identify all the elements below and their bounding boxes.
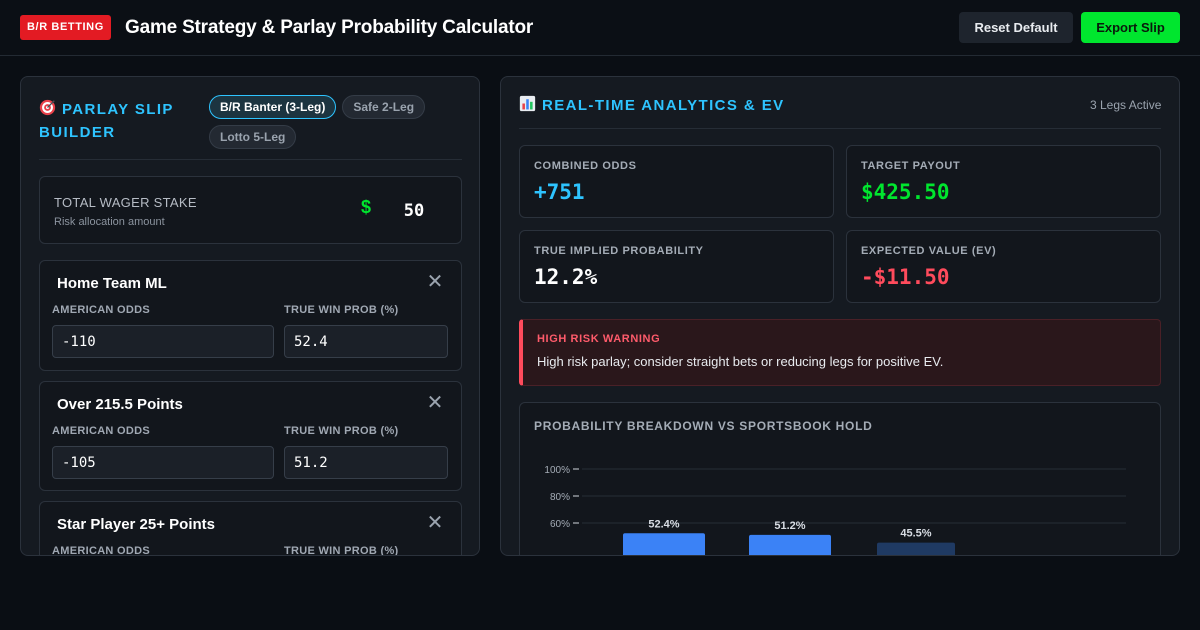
y-tick-label: 100% (544, 465, 570, 476)
chart-bar (623, 533, 705, 555)
expected-value-value: -$11.50 (861, 265, 950, 289)
bar-value-label: 52.4% (648, 518, 679, 530)
implied-probability-card: TRUE IMPLIED PROBABILITY 12.2% (519, 230, 834, 303)
builder-title: PARLAY SLIP BUILDER (39, 98, 199, 144)
leg-name: Home Team ML (57, 275, 167, 292)
stake-input[interactable] (384, 197, 444, 225)
brand-logo: B/R BETTING (20, 15, 111, 40)
target-payout-value: $425.50 (861, 180, 950, 204)
analytics-divider (519, 128, 1161, 129)
target-payout-card: TARGET PAYOUT $425.50 (846, 145, 1161, 218)
prob-label: TRUE WIN PROB (%) (284, 425, 399, 437)
currency-symbol: $ (361, 197, 372, 217)
bar-value-label: 45.5% (900, 528, 931, 540)
target-icon (39, 99, 56, 116)
odds-input[interactable] (52, 446, 274, 479)
probability-chart: 100% 80% 60% 52.4% 51.2% 45.5% (544, 465, 1126, 555)
expected-value-card: EXPECTED VALUE (EV) -$11.50 (846, 230, 1161, 303)
leg-name: Over 215.5 Points (57, 396, 183, 413)
preset-chips: B/R Banter (3-Leg) Safe 2-Leg Lotto 5-Le… (209, 95, 471, 149)
leg-card: Star Player 25+ Points ✕ AMERICAN ODDS T… (39, 501, 462, 556)
odds-input[interactable] (52, 325, 274, 358)
close-icon[interactable]: ✕ (426, 271, 444, 293)
prob-label: TRUE WIN PROB (%) (284, 304, 399, 316)
chart-bar (749, 534, 831, 555)
odds-label: AMERICAN ODDS (52, 545, 151, 556)
chart-bar (877, 542, 955, 555)
warning-text: High risk parlay; consider straight bets… (537, 354, 944, 369)
export-slip-button[interactable]: Export Slip (1081, 12, 1180, 43)
prob-label: TRUE WIN PROB (%) (284, 545, 399, 556)
prob-input[interactable] (284, 446, 448, 479)
preset-br-banter[interactable]: B/R Banter (3-Leg) (209, 95, 337, 119)
leg-card: Over 215.5 Points ✕ AMERICAN ODDS TRUE W… (39, 381, 462, 491)
close-icon[interactable]: ✕ (426, 512, 444, 534)
preset-lotto-5-leg[interactable]: Lotto 5-Leg (209, 125, 297, 149)
wager-stake-box: TOTAL WAGER STAKE Risk allocation amount… (39, 176, 462, 244)
odds-label: AMERICAN ODDS (52, 304, 151, 316)
combined-odds-card: COMBINED ODDS +751 (519, 145, 834, 218)
bar-chart-icon (519, 95, 536, 112)
stake-sublabel: Risk allocation amount (54, 216, 165, 228)
app-title: Game Strategy & Parlay Probability Calcu… (125, 17, 534, 38)
bar-value-label: 51.2% (774, 520, 805, 532)
stat-label: COMBINED ODDS (534, 160, 637, 172)
odds-label: AMERICAN ODDS (52, 425, 151, 437)
chart-title: PROBABILITY BREAKDOWN VS SPORTSBOOK HOLD (534, 419, 873, 433)
parlay-slip-builder-panel: PARLAY SLIP BUILDER B/R Banter (3-Leg) S… (20, 76, 480, 556)
prob-input[interactable] (284, 325, 448, 358)
analytics-panel: REAL-TIME ANALYTICS & EV 3 Legs Active C… (500, 76, 1180, 556)
builder-title-text: PARLAY SLIP BUILDER (39, 101, 174, 141)
stake-label: TOTAL WAGER STAKE (54, 195, 197, 210)
analytics-title: REAL-TIME ANALYTICS & EV (519, 94, 785, 117)
reset-default-button[interactable]: Reset Default (959, 12, 1073, 43)
builder-divider (39, 159, 462, 160)
y-tick-label: 60% (550, 519, 570, 530)
close-icon[interactable]: ✕ (426, 392, 444, 414)
warning-title: HIGH RISK WARNING (537, 333, 661, 345)
stat-label: TARGET PAYOUT (861, 160, 961, 172)
analytics-title-text: REAL-TIME ANALYTICS & EV (542, 97, 785, 114)
top-bar: B/R BETTING Game Strategy & Parlay Proba… (0, 0, 1200, 56)
leg-name: Star Player 25+ Points (57, 516, 215, 533)
stat-label: EXPECTED VALUE (EV) (861, 245, 997, 257)
implied-probability-value: 12.2% (534, 265, 598, 289)
legs-active-count: 3 Legs Active (1090, 98, 1162, 112)
combined-odds-value: +751 (534, 180, 585, 204)
risk-warning-banner: HIGH RISK WARNING High risk parlay; cons… (519, 319, 1161, 386)
stat-label: TRUE IMPLIED PROBABILITY (534, 245, 704, 257)
probability-chart-card: PROBABILITY BREAKDOWN VS SPORTSBOOK HOLD… (519, 402, 1161, 555)
leg-card: Home Team ML ✕ AMERICAN ODDS TRUE WIN PR… (39, 260, 462, 371)
preset-safe-2-leg[interactable]: Safe 2-Leg (342, 95, 426, 119)
y-tick-label: 80% (550, 492, 570, 503)
